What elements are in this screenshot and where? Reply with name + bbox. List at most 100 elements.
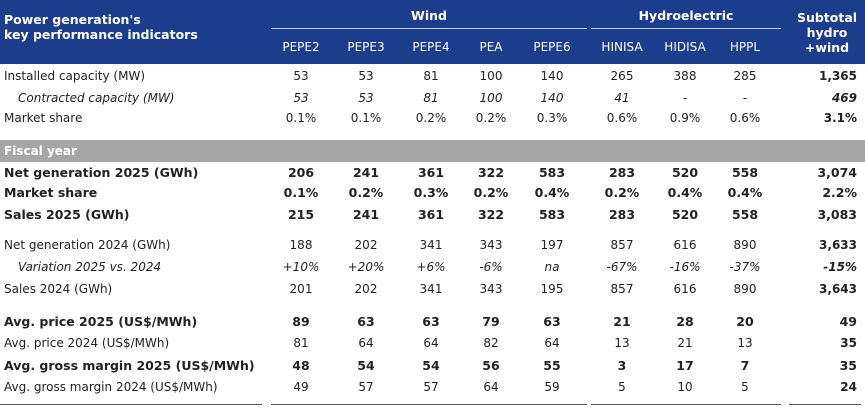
- col-header: PEPE3: [347, 40, 385, 54]
- subtotal-line-3: +wind: [804, 40, 850, 55]
- bottom-rule: [271, 404, 587, 405]
- cell-value: 13: [614, 336, 630, 350]
- cell-value: 81: [423, 91, 439, 105]
- section-band-fiscal-year: Fiscal year: [0, 140, 865, 162]
- cell-value: 56: [482, 358, 500, 373]
- cell-value: 81: [423, 69, 439, 83]
- cell-value: 49: [293, 380, 309, 394]
- cell-value: 100: [479, 91, 503, 105]
- cell-value: 857: [610, 238, 634, 252]
- cell-value: 0.4%: [667, 185, 703, 200]
- cell-value: 857: [610, 282, 634, 296]
- cell-value: -67%: [606, 260, 638, 274]
- cell-value: 140: [540, 91, 564, 105]
- cell-value: 64: [544, 336, 560, 350]
- table-row: Avg. gross margin 2025 (US$/MWh) 48 54 54 56…: [0, 355, 865, 375]
- cell-value: 54: [357, 358, 375, 373]
- cell-value: 20: [736, 314, 754, 329]
- row-label: Variation 2025 vs. 2024: [18, 260, 162, 274]
- row-label: Contracted capacity (MW): [18, 91, 175, 105]
- cell-value: 890: [733, 282, 757, 296]
- row-label: Market share: [4, 185, 98, 200]
- cell-value: 63: [543, 314, 561, 329]
- table-title: Power generation's key performance indic…: [4, 12, 264, 42]
- table-row: Avg. price 2025 (US$/MWh) 89 63 63 79 63 21 28 2…: [0, 311, 865, 331]
- cell-value: 241: [352, 207, 380, 222]
- group-hydro: Hydroelectric: [638, 8, 734, 23]
- subtotal-value: 3.1%: [823, 111, 857, 125]
- cell-value: 3: [617, 358, 627, 373]
- cell-value: 361: [417, 207, 445, 222]
- cell-value: 0.6%: [606, 111, 638, 125]
- cell-value: 583: [538, 207, 566, 222]
- cell-value: 341: [419, 282, 443, 296]
- cell-value: 0.2%: [415, 111, 447, 125]
- cell-value: 57: [423, 380, 439, 394]
- cell-value: 322: [477, 207, 505, 222]
- cell-value: 197: [540, 238, 564, 252]
- cell-value: 81: [293, 336, 309, 350]
- cell-value: 343: [479, 238, 503, 252]
- cell-value: 195: [540, 282, 564, 296]
- table-row: Market share 0.1% 0.1% 0.2% 0.2% 0.3% 0.6% 0.9%…: [0, 108, 865, 128]
- cell-value: 7: [740, 358, 750, 373]
- cell-value: 59: [544, 380, 560, 394]
- col-header: HINISA: [601, 40, 643, 54]
- cell-value: 13: [737, 336, 753, 350]
- subtotal-header: Subtotal hydro +wind: [789, 10, 865, 55]
- cell-value: 64: [423, 336, 439, 350]
- cell-value: 341: [419, 238, 443, 252]
- table-row: Variation 2025 vs. 2024 +10% +20% +6% -6% na -…: [0, 257, 865, 277]
- row-label: Installed capacity (MW): [4, 69, 145, 83]
- bottom-rule: [0, 404, 262, 405]
- col-header: PEPE4: [412, 40, 450, 54]
- table-row: Avg. price 2024 (US$/MWh) 81 64 64 82 64 13 21 1…: [0, 333, 865, 353]
- cell-value: 89: [292, 314, 310, 329]
- title-line-1: Power generation's: [4, 12, 141, 27]
- subtotal-value: 3,643: [819, 282, 857, 296]
- cell-value: 41: [614, 91, 630, 105]
- cell-value: 890: [733, 238, 757, 252]
- cell-value: 79: [482, 314, 500, 329]
- col-header: PEPE2: [282, 40, 320, 54]
- title-line-2: key performance indicators: [4, 27, 198, 42]
- cell-value: 0.3%: [536, 111, 568, 125]
- cell-value: 48: [292, 358, 310, 373]
- cell-value: 0.4%: [727, 185, 763, 200]
- cell-value: 361: [417, 165, 445, 180]
- cell-value: 558: [731, 165, 759, 180]
- row-label: Avg. gross margin 2025 (US$/MWh): [4, 358, 255, 373]
- cell-value: 0.4%: [534, 185, 570, 200]
- section-label: Fiscal year: [4, 144, 77, 158]
- table-header: Power generation's key performance indic…: [0, 0, 865, 64]
- cell-value: 53: [358, 91, 374, 105]
- cell-value: 53: [293, 69, 309, 83]
- table-row: Sales 2024 (GWh) 201 202 341 343 195 857 616 890…: [0, 279, 865, 299]
- col-header: PEA: [479, 40, 503, 54]
- cell-value: 5: [618, 380, 626, 394]
- cell-value: 54: [422, 358, 440, 373]
- cell-value: 53: [358, 69, 374, 83]
- cell-value: 64: [483, 380, 499, 394]
- subtotal-value: 469: [831, 91, 857, 105]
- cell-value: 285: [733, 69, 757, 83]
- cell-value: 64: [358, 336, 374, 350]
- subtotal-value: 35: [840, 336, 857, 350]
- subtotal-value: 3,074: [817, 165, 857, 180]
- cell-value: 265: [610, 69, 634, 83]
- row-label: Net generation 2025 (GWh): [4, 165, 199, 180]
- cell-value: 55: [543, 358, 561, 373]
- cell-value: -: [682, 91, 688, 105]
- cell-value: 82: [483, 336, 499, 350]
- cell-value: 202: [354, 238, 378, 252]
- cell-value: 0.3%: [413, 185, 449, 200]
- cell-value: 0.2%: [475, 111, 507, 125]
- cell-value: -: [742, 91, 748, 105]
- cell-value: 57: [358, 380, 374, 394]
- table-row: Net generation 2025 (GWh) 206 241 361 322 583…: [0, 162, 865, 182]
- cell-value: 0.2%: [348, 185, 384, 200]
- cell-value: 202: [354, 282, 378, 296]
- subtotal-value: 35: [839, 358, 857, 373]
- col-header: PEPE6: [533, 40, 571, 54]
- table-row: Net generation 2024 (GWh) 188 202 341 343 197…: [0, 235, 865, 255]
